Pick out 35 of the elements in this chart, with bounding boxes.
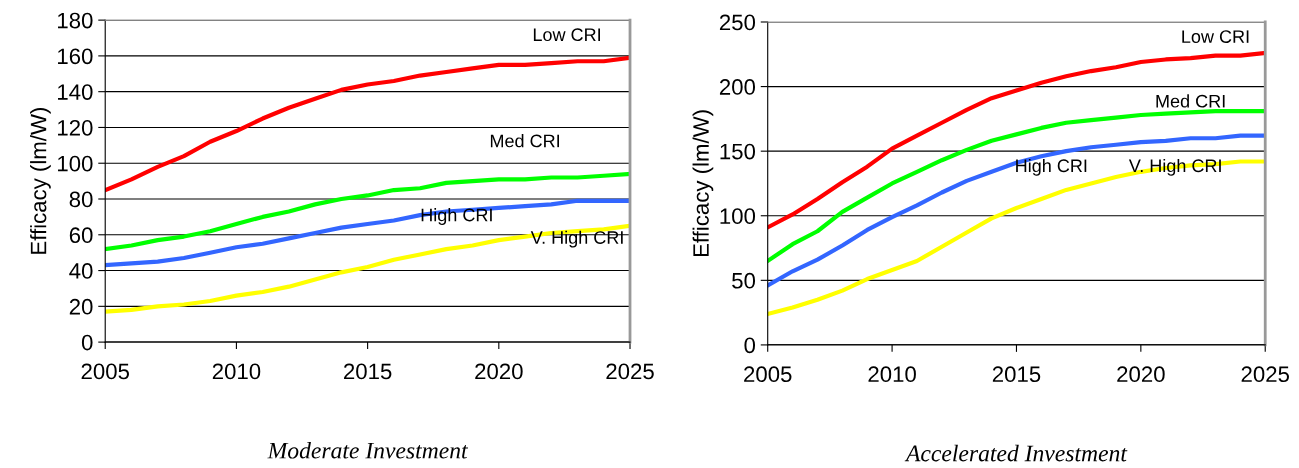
y-tick-label: 0 (81, 334, 93, 351)
x-axis-title: Accelerated Investment (904, 444, 1128, 462)
x-tick-label: 2005 (81, 363, 130, 380)
series-label: Low CRI (533, 28, 600, 42)
y-tick-label: 50 (732, 272, 756, 289)
y-axis-title: Efficacy (lm/W) (692, 110, 714, 257)
y-tick-label: 40 (69, 263, 93, 279)
x-tick-label: 2025 (606, 363, 654, 380)
y-tick-label: 200 (719, 79, 756, 95)
y-tick-label: 100 (720, 208, 756, 225)
y-tick-label: 20 (69, 298, 93, 315)
x-tick-label: 2010 (868, 366, 916, 383)
y-tick-label: 60 (69, 227, 93, 244)
x-tick-label: 2015 (344, 363, 392, 380)
y-tick-label: 120 (58, 119, 93, 136)
x-tick-label: 2025 (1241, 366, 1290, 383)
y-tick-label: 250 (719, 14, 756, 31)
y-tick-label: 140 (58, 84, 93, 100)
y-tick-label: 180 (58, 12, 93, 29)
y-tick-label: 80 (69, 191, 93, 208)
x-tick-label: 2020 (1117, 366, 1165, 383)
y-tick-label: 0 (744, 337, 756, 354)
x-axis-title: Moderate Investment (267, 441, 469, 459)
y-axis-title: Efficacy (lm/W) (30, 108, 51, 254)
x-tick-label: 2010 (212, 363, 261, 380)
series-label: Low CRI (1182, 30, 1249, 43)
x-tick-label: 2005 (744, 366, 792, 383)
x-tick-label: 2015 (992, 366, 1041, 383)
series-label: High CRI (1016, 158, 1087, 176)
series-label: Med CRI (490, 134, 560, 148)
y-tick-label: 150 (720, 143, 756, 160)
x-tick-label: 2020 (475, 363, 523, 380)
y-tick-label: 160 (58, 48, 93, 65)
series-label: Med CRI (1156, 94, 1225, 108)
y-tick-label: 100 (58, 155, 93, 172)
